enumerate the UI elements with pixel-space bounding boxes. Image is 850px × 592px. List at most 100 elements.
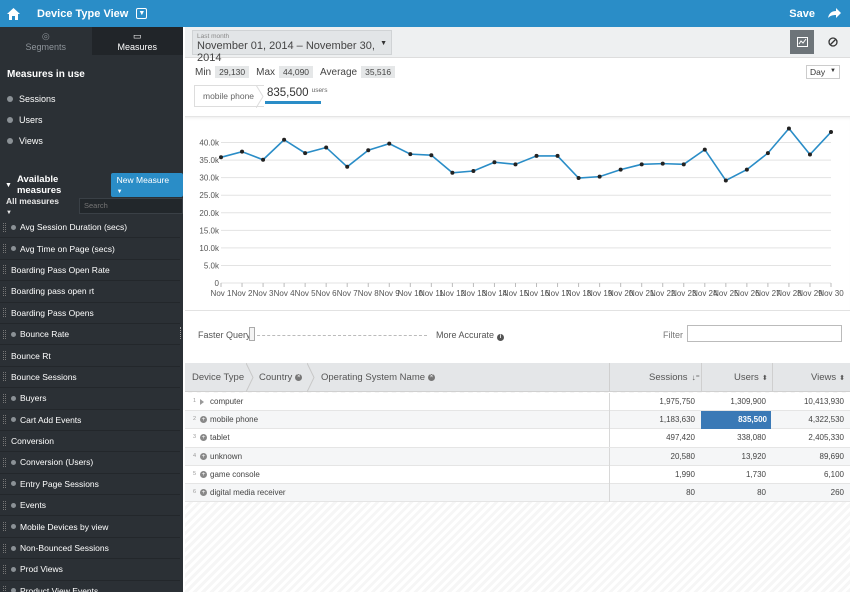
tab-segments[interactable]: ◎ Segments <box>0 27 92 55</box>
drag-handle-icon[interactable] <box>3 415 6 425</box>
dim-country[interactable]: Country × <box>259 363 303 392</box>
sessions-cell[interactable]: 80 <box>686 488 695 497</box>
row-label[interactable]: mobile phone <box>210 415 259 425</box>
available-measure-item[interactable]: Boarding Pass Open Rate <box>0 260 180 282</box>
drag-handle-icon[interactable] <box>3 244 6 254</box>
drag-handle-icon[interactable] <box>3 522 6 532</box>
views-cell[interactable]: 10,413,930 <box>803 397 844 406</box>
drag-handle-icon[interactable] <box>3 329 6 339</box>
row-label[interactable]: game console <box>210 469 260 479</box>
available-measure-item[interactable]: Boarding Pass Opens <box>0 303 180 324</box>
accuracy-slider-track[interactable] <box>252 335 427 336</box>
table-row[interactable]: 4 + unknown 20,580 13,920 89,690 <box>185 447 850 466</box>
drag-handle-icon[interactable] <box>3 436 6 446</box>
measure-in-use-views[interactable]: Views <box>0 130 183 151</box>
dim-device-type[interactable]: Device Type <box>192 363 244 392</box>
row-label[interactable]: digital media receiver <box>210 488 286 497</box>
drag-handle-icon[interactable] <box>3 393 6 403</box>
available-measure-item[interactable]: Buyers <box>0 388 180 410</box>
home-button[interactable] <box>0 0 26 27</box>
drag-handle-icon[interactable] <box>3 457 6 467</box>
table-row[interactable]: 6 + digital media receiver 80 80 260 <box>185 484 850 503</box>
available-measure-item[interactable]: Cart Add Events <box>0 410 180 431</box>
new-measure-button[interactable]: New Measure ▼ <box>110 173 183 197</box>
available-measure-item[interactable]: Avg Session Duration (secs) <box>0 217 180 239</box>
views-cell[interactable]: 6,100 <box>823 469 844 479</box>
remove-icon[interactable]: × <box>428 374 436 381</box>
drag-handle-icon[interactable] <box>3 308 6 318</box>
filter-input[interactable] <box>687 325 842 342</box>
measure-search-input[interactable] <box>79 197 183 214</box>
add-icon[interactable]: + <box>200 434 207 442</box>
users-cell[interactable]: 80 <box>757 488 766 497</box>
chart-view-button[interactable] <box>790 30 814 54</box>
drag-handle-icon[interactable] <box>3 351 6 361</box>
sessions-cell[interactable]: 1,990 <box>674 469 695 479</box>
drag-handle-icon[interactable] <box>3 564 6 574</box>
available-measure-item[interactable]: Conversion (Users) <box>0 452 180 474</box>
table-row[interactable]: 3 + tablet 497,420 338,080 2,405,330 <box>185 429 850 448</box>
table-row[interactable]: 5 + game console 1,990 1,730 6,100 <box>185 465 850 484</box>
users-cell[interactable]: 1,730 <box>745 469 766 479</box>
add-icon[interactable]: + <box>200 489 207 496</box>
views-cell[interactable]: 260 <box>830 488 844 497</box>
sessions-cell[interactable]: 497,420 <box>666 433 695 443</box>
views-cell[interactable]: 2,405,330 <box>808 433 844 443</box>
sessions-cell[interactable]: 1,183,630 <box>659 415 695 425</box>
views-cell[interactable]: 89,690 <box>819 451 844 461</box>
sessions-cell[interactable]: 1,975,750 <box>659 397 695 406</box>
accuracy-slider-handle[interactable] <box>249 327 255 341</box>
available-measure-item[interactable]: Conversion <box>0 431 180 453</box>
row-label[interactable]: tablet <box>210 433 230 443</box>
available-measure-item[interactable]: Bounce Rt <box>0 345 180 367</box>
dim-operating-system[interactable]: Operating System Name × <box>321 363 436 392</box>
col-views[interactable]: Views ⬍ <box>811 363 845 392</box>
users-cell[interactable]: 1,309,900 <box>730 397 766 406</box>
table-row[interactable]: 2 + mobile phone 1,183,630 835,500 4,322,530 <box>185 411 850 430</box>
available-measures-header[interactable]: ▼ Available measures New Measure ▼ <box>0 173 183 197</box>
available-measure-item[interactable]: Prod Views <box>0 559 180 581</box>
available-measure-item[interactable]: Product View Events <box>0 581 180 592</box>
table-row[interactable]: 1 computer 1,975,750 1,309,900 10,413,930 <box>185 393 850 412</box>
col-sessions[interactable]: Sessions ↓⁼ <box>649 363 700 392</box>
drag-handle-icon[interactable] <box>3 500 6 510</box>
interval-select[interactable]: Day ▼ <box>806 65 840 79</box>
measure-in-use-users[interactable]: Users <box>0 109 183 130</box>
available-measure-item[interactable]: Bounce Sessions <box>0 367 180 389</box>
available-measure-item[interactable]: Non-Bounced Sessions <box>0 538 180 560</box>
info-icon[interactable]: i <box>497 334 505 341</box>
add-icon[interactable]: + <box>200 452 207 460</box>
view-menu-button[interactable]: ▼ <box>136 8 148 19</box>
views-cell[interactable]: 4,322,530 <box>808 415 844 425</box>
drag-handle-icon[interactable] <box>3 372 6 382</box>
available-measure-item[interactable]: Avg Time on Page (secs) <box>0 238 180 260</box>
available-measure-item[interactable]: Bounce Rate <box>0 324 180 346</box>
add-icon[interactable]: + <box>200 416 207 424</box>
save-button[interactable]: Save <box>789 8 815 20</box>
highlighted-cell[interactable]: 835,500 <box>701 411 771 430</box>
remove-icon[interactable]: × <box>295 374 303 381</box>
row-label[interactable]: unknown <box>210 451 243 461</box>
drag-handle-icon[interactable] <box>3 265 6 275</box>
users-cell[interactable]: 13,920 <box>741 451 766 461</box>
drag-handle-icon[interactable] <box>3 479 6 489</box>
users-cell[interactable]: 338,080 <box>737 433 766 443</box>
sessions-cell[interactable]: 20,580 <box>670 451 695 461</box>
all-measures-dropdown[interactable]: All measures ▼ <box>6 196 67 216</box>
date-range-picker[interactable]: Last month November 01, 2014 – November … <box>192 30 392 64</box>
tab-measures[interactable]: ▭ Measures <box>91 27 183 55</box>
available-measure-item[interactable]: Boarding pass open rt <box>0 281 180 303</box>
sidebar-resize-handle[interactable] <box>180 327 183 339</box>
drag-handle-icon[interactable] <box>3 222 6 232</box>
add-icon[interactable]: + <box>200 470 207 478</box>
available-measure-item[interactable]: Entry Page Sessions <box>0 474 180 496</box>
drag-handle-icon[interactable] <box>3 286 6 296</box>
row-label[interactable]: computer <box>210 397 244 406</box>
available-measure-item[interactable]: Events <box>0 495 180 517</box>
selection-breadcrumb[interactable]: mobile phone <box>194 85 265 107</box>
available-measure-item[interactable]: Mobile Devices by view <box>0 516 180 538</box>
expand-arrow-icon[interactable] <box>200 399 204 405</box>
col-users[interactable]: Users ⬍ <box>734 363 768 392</box>
hide-chart-button[interactable] <box>821 30 845 54</box>
drag-handle-icon[interactable] <box>3 586 6 592</box>
